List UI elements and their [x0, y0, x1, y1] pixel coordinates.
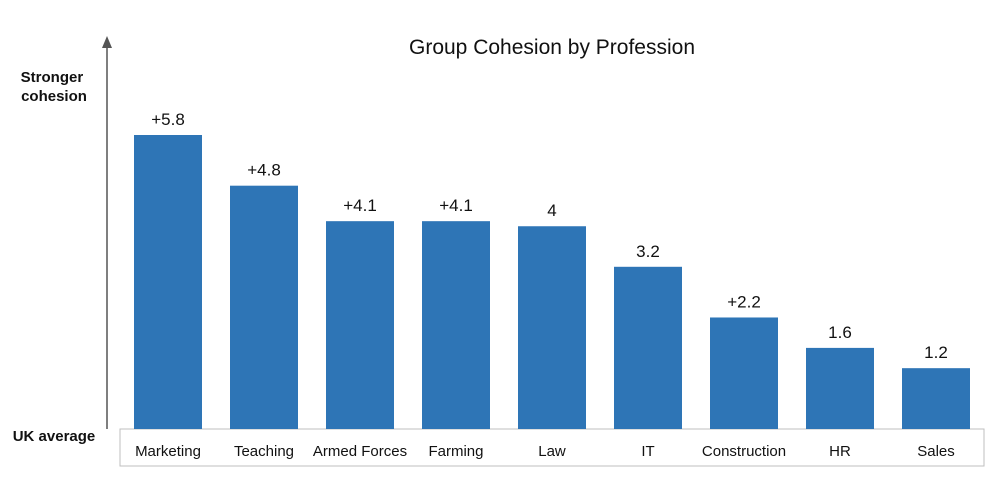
data-label: +4.8	[247, 161, 281, 180]
y-axis	[102, 36, 112, 429]
bar-construction	[710, 317, 778, 429]
bar-teaching	[230, 185, 298, 429]
data-label: +4.1	[439, 196, 473, 215]
bars	[134, 135, 970, 429]
y-axis-arrow-icon	[102, 36, 112, 48]
data-label: 3.2	[636, 242, 660, 261]
bar-marketing	[134, 135, 202, 429]
data-label: 4	[547, 201, 556, 220]
bar-farming	[422, 221, 490, 429]
data-label: +4.1	[343, 196, 377, 215]
category-label: Farming	[428, 443, 483, 460]
y-axis-label-top-line-1: Stronger	[21, 69, 84, 86]
bar-hr	[806, 347, 874, 429]
data-labels: +5.8 +4.8 +4.1 +4.1 4 3.2 +2.2 1.6 1.2	[151, 110, 948, 362]
category-label: IT	[641, 443, 654, 460]
bar-it	[614, 266, 682, 429]
y-axis-label-top-line-2: cohesion	[21, 88, 87, 105]
bar-sales	[902, 368, 970, 429]
y-axis-label-top: Stronger cohesion	[21, 69, 88, 105]
data-label: +5.8	[151, 110, 185, 129]
category-label: Marketing	[135, 443, 201, 460]
category-label: HR	[829, 443, 851, 460]
data-label: 1.2	[924, 343, 948, 362]
chart-title: Group Cohesion by Profession	[409, 36, 695, 59]
bar-armed-forces	[326, 221, 394, 429]
y-axis-label-bottom: UK average	[13, 428, 96, 445]
category-label: Law	[538, 443, 566, 460]
category-labels: Marketing Teaching Armed Forces Farming Law I…	[135, 443, 955, 460]
category-label: Construction	[702, 443, 786, 460]
category-label: Armed Forces	[313, 443, 407, 460]
bar-law	[518, 226, 586, 429]
data-label: 1.6	[828, 323, 852, 342]
category-label: Sales	[917, 443, 955, 460]
data-label: +2.2	[727, 292, 761, 311]
category-label: Teaching	[234, 443, 294, 460]
